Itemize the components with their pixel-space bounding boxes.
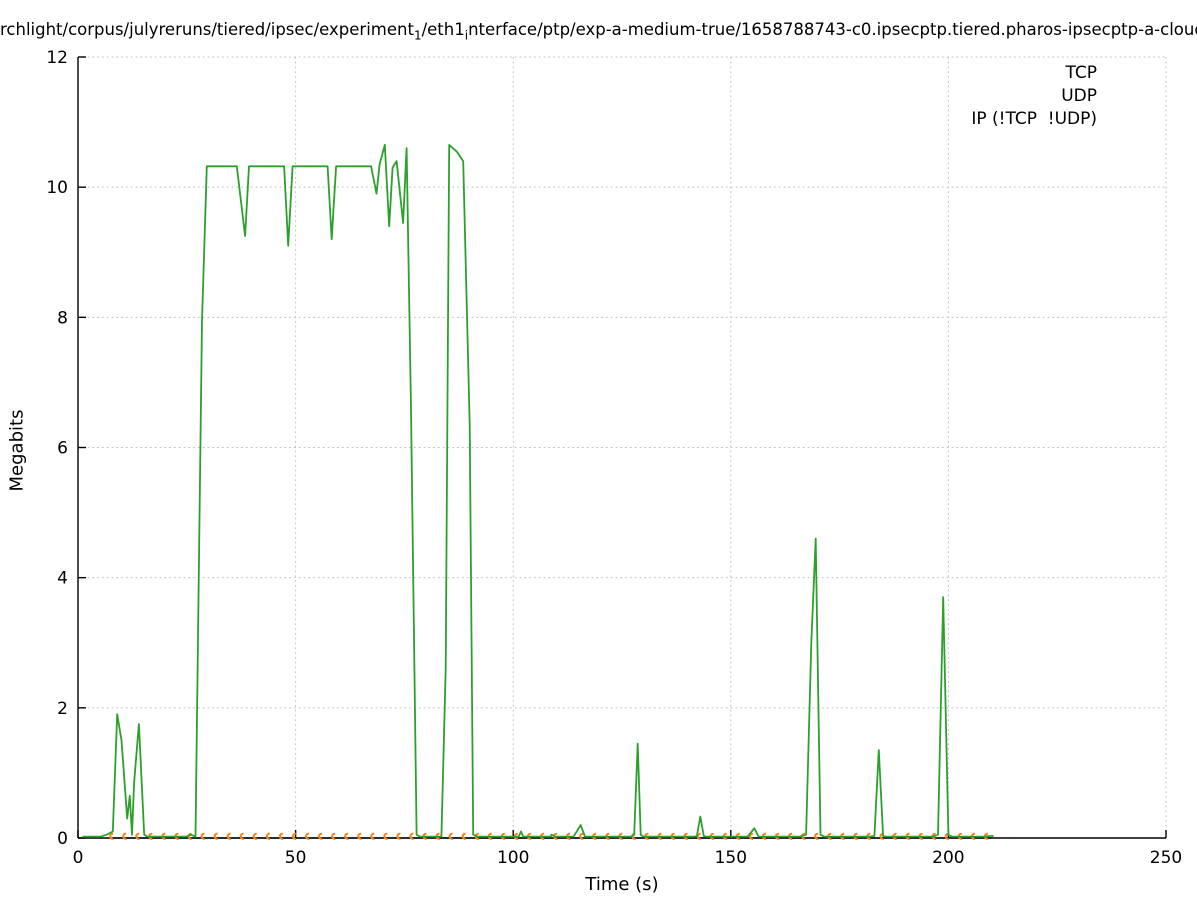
legend-label-udp: UDP	[1061, 86, 1097, 106]
y-tick-label: 12	[46, 48, 68, 68]
legend-label-tcp: TCP	[1065, 63, 1097, 83]
line-segment-icon	[1107, 72, 1123, 75]
x-tick-label: 200	[932, 848, 964, 868]
chart-title-part1: rchlight/corpus/julyreruns/tiered/ipsec/…	[0, 20, 414, 39]
udp-marker-fragment	[383, 832, 391, 840]
udp-marker-fragment	[409, 832, 417, 840]
line-segment-icon	[1142, 118, 1158, 121]
legend-line-sample-tcp	[1107, 68, 1161, 79]
y-tick-label: 6	[57, 439, 68, 459]
x-axis-label: Time (s)	[585, 874, 659, 895]
udp-marker-fragment	[344, 832, 352, 840]
y-tick-label: 2	[57, 699, 68, 719]
udp-marker-fragment	[448, 832, 456, 840]
y-axis-label: Megabits	[6, 409, 28, 492]
chart-title-subscript1: 1	[413, 28, 422, 43]
x-tick-label: 0	[73, 848, 84, 868]
udp-marker-fragment	[135, 832, 143, 840]
legend-line-sample-udp	[1107, 91, 1161, 102]
udp-marker-fragment	[814, 832, 822, 840]
line-segment-icon	[1142, 72, 1158, 75]
y-tick-label: 4	[57, 569, 68, 589]
line-segment-icon	[1107, 95, 1123, 98]
legend: TCP UDP IP (!TCP !UDP)	[971, 63, 1161, 129]
udp-marker-fragment	[370, 832, 378, 840]
legend-item-ip: IP (!TCP !UDP)	[971, 109, 1161, 129]
x-tick-label: 150	[715, 848, 747, 868]
x-tick-label: 250	[1150, 848, 1182, 868]
legend-item-udp: UDP	[1061, 86, 1161, 106]
legend-item-tcp: TCP	[1065, 63, 1161, 83]
udp-marker-fragment	[213, 832, 221, 840]
y-tick-label: 0	[57, 829, 68, 849]
legend-line-sample-ip	[1107, 114, 1161, 125]
line-segment-icon	[1107, 118, 1123, 121]
udp-marker-fragment	[278, 832, 287, 840]
udp-marker-fragment	[239, 832, 248, 840]
udp-marker-fragment	[305, 832, 313, 840]
udp-marker-fragment	[696, 832, 704, 840]
udp-marker-fragment	[579, 832, 587, 840]
x-tick-label: 100	[497, 848, 529, 868]
udp-marker-fragment	[318, 832, 326, 840]
chart-title: rchlight/corpus/julyreruns/tiered/ipsec/…	[0, 20, 1197, 42]
y-tick-label: 10	[46, 178, 68, 198]
chart-title-subscript2: i	[464, 28, 469, 43]
legend-label-ip: IP (!TCP !UDP)	[971, 109, 1097, 129]
marker-dot-icon	[1127, 91, 1138, 102]
udp-marker-fragment	[396, 832, 404, 840]
udp-marker-fragment	[357, 832, 365, 840]
marker-dot-icon	[1127, 68, 1138, 79]
udp-marker-fragment	[226, 832, 234, 840]
marker-dot-icon	[1127, 114, 1138, 125]
udp-marker-fragment	[461, 832, 469, 840]
udp-marker-fragment	[200, 832, 208, 840]
udp-marker-fragment	[331, 832, 339, 840]
udp-marker-fragment	[291, 832, 300, 840]
chart-title-part3: nterface/ptp/exp-a-medium-true/165878874…	[468, 20, 1197, 39]
udp-marker-fragment	[265, 832, 274, 840]
line-segment-icon	[1142, 95, 1158, 98]
udp-marker-fragment	[122, 832, 130, 840]
x-tick-label: 50	[285, 848, 307, 868]
chart-title-part2: /eth1	[421, 20, 465, 39]
ip-series-line	[82, 143, 994, 838]
udp-marker-fragment	[252, 832, 261, 840]
udp-marker-fragment	[748, 832, 757, 840]
udp-marker-fragment	[109, 832, 117, 840]
y-tick-label: 8	[57, 308, 68, 328]
